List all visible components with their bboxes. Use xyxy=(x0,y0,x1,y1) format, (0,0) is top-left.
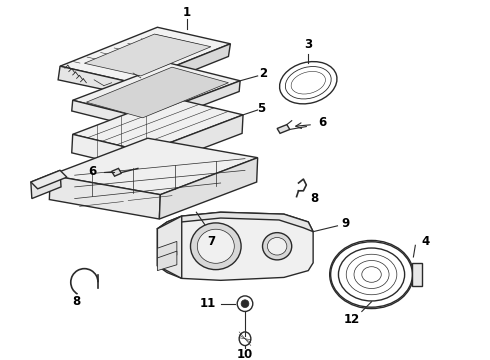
Polygon shape xyxy=(145,115,243,170)
Text: 12: 12 xyxy=(344,313,360,326)
Text: 11: 11 xyxy=(200,297,216,310)
Polygon shape xyxy=(31,170,67,189)
Polygon shape xyxy=(73,97,243,152)
Polygon shape xyxy=(72,100,143,129)
Polygon shape xyxy=(49,175,160,219)
Polygon shape xyxy=(159,158,258,219)
Text: 5: 5 xyxy=(257,102,266,114)
Text: 2: 2 xyxy=(259,67,268,81)
Ellipse shape xyxy=(268,238,287,255)
Polygon shape xyxy=(277,125,290,133)
Polygon shape xyxy=(112,168,122,176)
Text: 9: 9 xyxy=(341,217,349,230)
Polygon shape xyxy=(157,212,313,280)
Text: 8: 8 xyxy=(73,295,81,308)
Ellipse shape xyxy=(263,233,292,260)
Text: 6: 6 xyxy=(88,165,97,178)
Text: 4: 4 xyxy=(421,235,429,248)
Ellipse shape xyxy=(197,229,234,263)
Polygon shape xyxy=(50,138,258,195)
Polygon shape xyxy=(131,44,230,95)
Polygon shape xyxy=(73,63,240,118)
Polygon shape xyxy=(60,27,230,83)
Polygon shape xyxy=(157,242,177,261)
Polygon shape xyxy=(31,170,61,199)
Ellipse shape xyxy=(191,223,241,270)
Polygon shape xyxy=(142,81,240,129)
Ellipse shape xyxy=(241,300,249,307)
Polygon shape xyxy=(72,134,146,170)
Polygon shape xyxy=(58,66,133,95)
Text: 1: 1 xyxy=(183,6,191,19)
Text: 8: 8 xyxy=(310,192,318,205)
Polygon shape xyxy=(86,67,228,118)
Polygon shape xyxy=(157,212,313,234)
Polygon shape xyxy=(157,251,177,271)
Polygon shape xyxy=(413,263,422,286)
Text: 3: 3 xyxy=(304,38,312,51)
Polygon shape xyxy=(157,216,182,278)
Text: 6: 6 xyxy=(319,116,327,129)
Text: 7: 7 xyxy=(207,235,215,248)
Polygon shape xyxy=(84,34,211,76)
Text: 10: 10 xyxy=(237,348,253,360)
